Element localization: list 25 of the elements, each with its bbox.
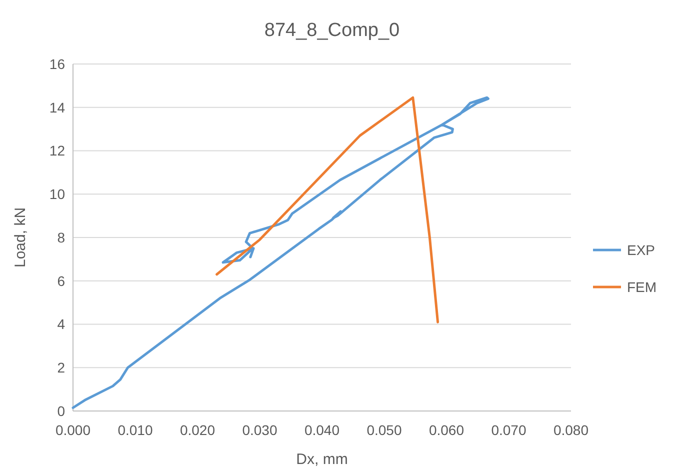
- chart-title: 874_8_Comp_0: [264, 20, 400, 41]
- x-tick-label: 0.040: [304, 422, 340, 438]
- x-tick-label: 0.000: [55, 422, 91, 438]
- y-tick-label: 4: [57, 316, 66, 332]
- x-tick-label: 0.010: [118, 422, 153, 438]
- line-series: [216, 96, 440, 324]
- y-tick-label: 6: [57, 272, 66, 289]
- y-tick-label: 10: [49, 186, 66, 202]
- y-tick-label: 0: [57, 402, 66, 419]
- x-tick-label: 0.020: [180, 422, 216, 438]
- x-axis-title: Dx, mm: [296, 451, 348, 468]
- y-tick-label: 2: [57, 360, 66, 376]
- x-tick-label: 0.060: [428, 422, 464, 438]
- legend-label: FEM: [627, 278, 657, 295]
- y-tick-label: 16: [49, 56, 66, 72]
- x-tick-label: 0.030: [242, 422, 278, 438]
- y-tick-label: 14: [49, 99, 66, 116]
- x-tick-label: 0.080: [553, 422, 589, 438]
- legend-label: EXP: [627, 242, 656, 258]
- line-series: [72, 96, 490, 409]
- y-tick-label: 12: [49, 142, 66, 159]
- x-tick-label: 0.050: [366, 422, 402, 438]
- y-tick-label: 8: [57, 229, 66, 246]
- y-axis-title: Load, kN: [12, 207, 29, 268]
- x-tick-label: 0.070: [491, 422, 526, 438]
